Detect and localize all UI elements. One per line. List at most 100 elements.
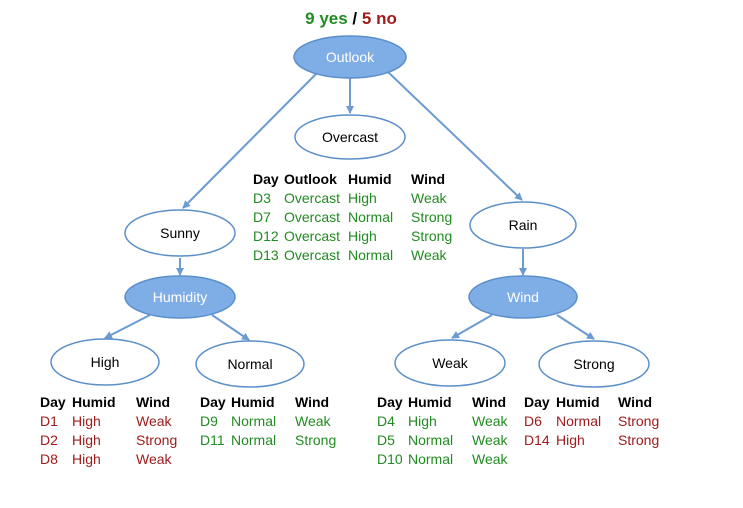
high-humidity-table: Day Humid Wind D1 High Weak D2 High Stro… (40, 393, 186, 469)
table-cell: Normal (556, 413, 602, 429)
node-sunny-label: Sunny (160, 225, 200, 241)
yes-count: 9 yes (305, 9, 348, 28)
table-cell: Weak (472, 451, 508, 467)
table-row: D7 Overcast Normal Strong (253, 208, 463, 227)
table-cell: High (408, 413, 437, 429)
node-high-label: High (91, 354, 120, 370)
column-header: Day (377, 394, 403, 410)
table-cell: D5 (377, 432, 395, 448)
table-cell: D6 (524, 413, 542, 429)
table-header: Day Humid Wind (377, 393, 522, 412)
table-row: D4 High Weak (377, 412, 522, 431)
table-cell: Strong (411, 209, 453, 225)
edge-wind-weak (451, 314, 493, 339)
table-row: D1 High Weak (40, 412, 186, 431)
table-cell: Overcast (284, 209, 341, 225)
table-row: D12 Overcast High Strong (253, 227, 463, 246)
table-cell: D3 (253, 190, 271, 206)
table-body: D4 High Weak D5 Normal Weak D10 Normal W… (377, 412, 522, 469)
table-cell: Strong (295, 432, 337, 448)
node-normal-label: Normal (227, 356, 272, 372)
edge-humidity-normal (211, 314, 250, 341)
table-cell: D4 (377, 413, 395, 429)
table-cell: Weak (411, 247, 447, 263)
node-strong: Strong (538, 340, 650, 388)
table-row: D9 Normal Weak (200, 412, 345, 431)
table-cell: Weak (295, 413, 331, 429)
table-cell: High (348, 190, 377, 206)
table-header: Day Humid Wind (40, 393, 186, 412)
column-header: Wind (618, 394, 653, 410)
table-cell: High (348, 228, 377, 244)
table-cell: D1 (40, 413, 58, 429)
table-cell: Normal (408, 432, 454, 448)
tree-edges (104, 71, 595, 341)
node-wind: Wind (468, 275, 578, 319)
edge-humidity-high (104, 314, 151, 339)
node-overcast: Overcast (294, 114, 406, 160)
table-row: D5 Normal Weak (377, 431, 522, 450)
column-header: Humid (231, 394, 275, 410)
table-header: Day Outlook Humid Wind (253, 170, 463, 189)
table-header: Day Humid Wind (200, 393, 345, 412)
node-overcast-label: Overcast (322, 129, 378, 145)
table-cell: Weak (136, 413, 172, 429)
table-cell: High (72, 413, 101, 429)
table-cell: D10 (377, 451, 403, 467)
column-header: Humid (556, 394, 600, 410)
table-cell: Strong (411, 228, 453, 244)
table-cell: Strong (618, 413, 660, 429)
table-cell: Weak (472, 432, 508, 448)
class-count-header: 9 yes / 5 no (0, 9, 702, 29)
column-header: Wind (411, 171, 446, 187)
column-header: Wind (472, 394, 507, 410)
table-cell: D14 (524, 432, 550, 448)
column-header: Humid (348, 171, 392, 187)
table-cell: Strong (136, 432, 178, 448)
node-wind-label: Wind (507, 289, 539, 305)
normal-humidity-table: Day Humid Wind D9 Normal Weak D11 Normal… (200, 393, 345, 450)
table-cell: High (72, 451, 101, 467)
table-cell: Overcast (284, 247, 341, 263)
table-cell: D8 (40, 451, 58, 467)
strong-wind-table: Day Humid Wind D6 Normal Strong D14 High… (524, 393, 670, 450)
table-body: D9 Normal Weak D11 Normal Strong (200, 412, 345, 450)
edge-outlook-rain (387, 71, 523, 201)
column-header: Wind (136, 394, 171, 410)
column-header: Day (200, 394, 226, 410)
column-header: Day (524, 394, 550, 410)
table-row: D10 Normal Weak (377, 450, 522, 469)
weak-wind-table: Day Humid Wind D4 High Weak D5 Normal We… (377, 393, 522, 469)
edge-outlook-sunny (182, 71, 319, 209)
table-row: D3 Overcast High Weak (253, 189, 463, 208)
table-cell: Normal (348, 209, 394, 225)
table-header: Day Humid Wind (524, 393, 670, 412)
table-cell: Strong (618, 432, 660, 448)
table-cell: Overcast (284, 228, 341, 244)
count-separator: / (352, 9, 358, 28)
column-header: Day (40, 394, 66, 410)
table-cell: High (72, 432, 101, 448)
node-humidity-label: Humidity (153, 289, 207, 305)
no-count: 5 no (361, 9, 397, 28)
node-normal: Normal (195, 340, 305, 388)
table-body: D1 High Weak D2 High Strong D8 High Weak (40, 412, 186, 469)
table-row: D11 Normal Strong (200, 431, 345, 450)
table-cell: D7 (253, 209, 271, 225)
table-cell: Weak (472, 413, 508, 429)
column-header: Day (253, 171, 279, 187)
table-row: D14 High Strong (524, 431, 670, 450)
table-cell: Weak (136, 451, 172, 467)
table-cell: Normal (408, 451, 454, 467)
table-cell: D2 (40, 432, 58, 448)
table-cell: High (556, 432, 585, 448)
node-rain: Rain (469, 201, 577, 249)
table-cell: D11 (200, 432, 225, 448)
node-weak-label: Weak (432, 355, 469, 371)
table-row: D13 Overcast Normal Weak (253, 246, 463, 265)
column-header: Humid (72, 394, 116, 410)
overcast-table: Day Outlook Humid Wind D3 Overcast High … (253, 170, 463, 265)
node-rain-label: Rain (509, 217, 538, 233)
